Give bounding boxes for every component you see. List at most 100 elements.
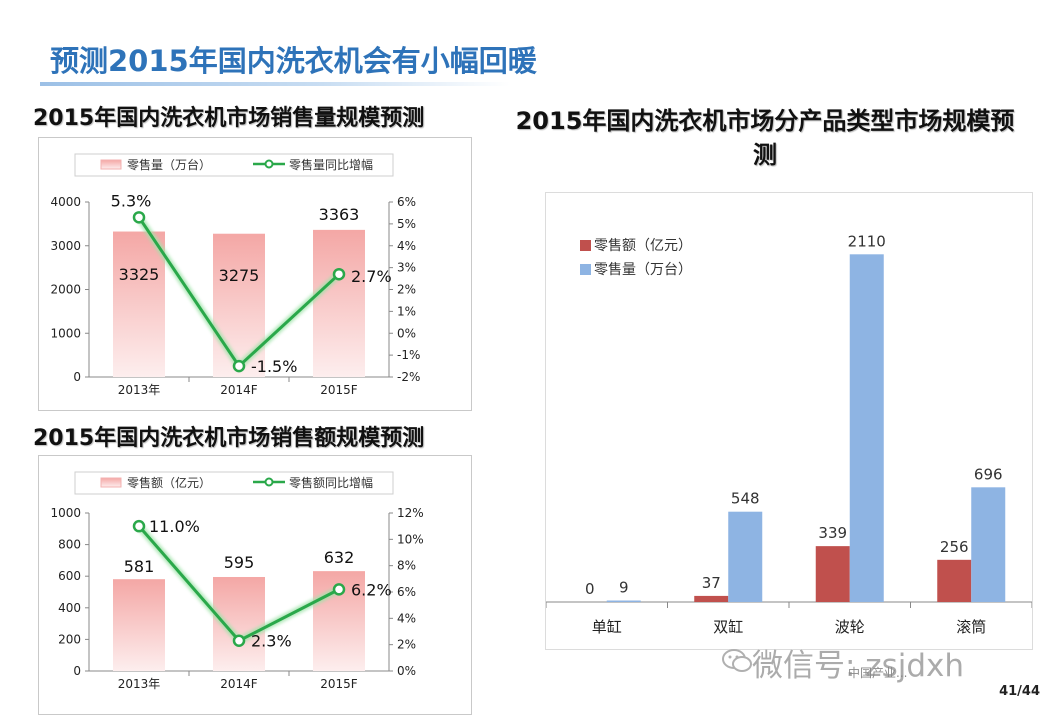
c2-y2tick-label: 2% bbox=[397, 638, 416, 652]
c2-category-label: 2015F bbox=[320, 677, 358, 691]
c1-bar bbox=[213, 233, 265, 377]
c2-y2tick-label: 8% bbox=[397, 559, 416, 573]
c1-growth-point bbox=[232, 359, 246, 373]
volume-chart: 零售量（万台） 零售量同比增幅 0 1000 2000 3000 4000 -2% -1% 0% 1… bbox=[38, 137, 472, 411]
wechat-watermark: 微信号: zsjdxh bbox=[752, 648, 965, 684]
c1-ytick-label: 0 bbox=[73, 370, 81, 384]
c2-growth-label: 2.3% bbox=[251, 632, 292, 651]
c1-growth-point bbox=[332, 267, 346, 281]
c2-bar-label: 632 bbox=[324, 548, 355, 567]
value-chart-title: 2015年国内洗衣机市场销售额规模预测 bbox=[33, 426, 425, 451]
title-underline bbox=[40, 82, 510, 86]
page-number: 41/44 bbox=[999, 684, 1040, 699]
c1-y2tick-label: -2% bbox=[397, 370, 420, 384]
c2-category-label: 2013年 bbox=[118, 677, 161, 691]
c1-growth-label: 5.3% bbox=[111, 191, 152, 210]
c1-y2tick-label: 3% bbox=[397, 261, 416, 275]
c2-legend-box bbox=[74, 471, 394, 495]
c2-legend: 零售额（亿元） 零售额同比增幅 bbox=[74, 471, 394, 495]
c1-growth-label: -1.5% bbox=[251, 357, 297, 376]
c2-category-label: 2014F bbox=[220, 677, 258, 691]
c1-y2tick-label: 1% bbox=[397, 304, 416, 318]
product-type-chart-svg: 零售额（亿元） 零售量（万台） 0 9 单缸 37 548 双缸 339 2110 波轮 256 696… bbox=[545, 232, 1033, 636]
c3-bar-label: 37 bbox=[702, 574, 721, 592]
c1-category-label: 2015F bbox=[320, 383, 358, 397]
c3-category-label: 单缸 bbox=[592, 618, 622, 636]
c3-bar bbox=[937, 559, 972, 602]
c2-y2tick-label: 10% bbox=[397, 532, 424, 546]
c1-y2tick-label: 5% bbox=[397, 217, 416, 231]
page-title: 预测2015年国内洗衣机会有小幅回暖 bbox=[50, 44, 537, 78]
c2-growth-label: 11.0% bbox=[149, 517, 200, 536]
c3-bar-label: 696 bbox=[974, 465, 1003, 483]
c1-category-label: 2013年 bbox=[118, 383, 161, 397]
c1-ytick-label: 3000 bbox=[50, 239, 81, 253]
c3-bar-label: 2110 bbox=[848, 232, 886, 250]
c1-y2tick-label: 4% bbox=[397, 239, 416, 253]
c3-category-label: 滚筒 bbox=[956, 618, 986, 636]
c1-category-label: 2014F bbox=[220, 383, 258, 397]
c1-y2tick-label: 6% bbox=[397, 195, 416, 209]
product-type-chart-title: 2015年国内洗衣机市场分产品类型市场规模预测 bbox=[515, 107, 1015, 169]
c2-ytick-label: 200 bbox=[58, 632, 81, 646]
c1-ytick-label: 2000 bbox=[50, 283, 81, 297]
wechat-icon bbox=[722, 648, 752, 678]
c2-ytick-label: 1000 bbox=[50, 506, 81, 520]
c2-bar-label: 581 bbox=[124, 557, 155, 576]
c1-legend-line-label: 零售量同比增幅 bbox=[289, 157, 373, 172]
c1-legend-line-marker bbox=[264, 159, 274, 169]
source-note: 中国产业... bbox=[848, 666, 908, 680]
c2-y2tick-label: 6% bbox=[397, 585, 416, 599]
c1-y2tick-label: -1% bbox=[397, 348, 420, 362]
c1-bar bbox=[313, 229, 365, 377]
c1-bar-label: 3275 bbox=[219, 266, 260, 285]
c2-growth-point bbox=[132, 519, 146, 533]
c3-category-label: 双缸 bbox=[713, 618, 743, 636]
c3-legend-label: 零售额（亿元） bbox=[594, 238, 692, 254]
c3-bar bbox=[849, 254, 884, 602]
c2-growth-label: 6.2% bbox=[351, 580, 392, 599]
c3-legend-swatch bbox=[580, 264, 591, 275]
c3-bar-label: 548 bbox=[731, 490, 760, 508]
c1-y2tick-label: 2% bbox=[397, 283, 416, 297]
c2-growth-point bbox=[332, 583, 346, 596]
c2-y2tick-label: 0% bbox=[397, 664, 416, 678]
product-type-chart: 零售额（亿元） 零售量（万台） 0 9 单缸 37 548 双缸 339 2110 波轮 256 696… bbox=[545, 192, 1033, 650]
volume-chart-svg: 零售量（万台） 零售量同比增幅 0 1000 2000 3000 4000 -2% -1% 0% 1… bbox=[50, 153, 420, 397]
c2-bar-label: 595 bbox=[224, 553, 255, 572]
value-chart: 零售额（亿元） 零售额同比增幅 0 200 400 600 800 1000 0% 2% 4% 6% 8… bbox=[38, 455, 472, 715]
c2-ytick-label: 600 bbox=[58, 569, 81, 583]
c3-bar-label: 9 bbox=[619, 579, 629, 597]
c2-ytick-label: 0 bbox=[73, 664, 81, 678]
c1-bar-label: 3363 bbox=[319, 205, 360, 224]
c3-category-label: 波轮 bbox=[835, 618, 865, 636]
c1-legend-bar-swatch bbox=[100, 159, 122, 170]
volume-chart-title: 2015年国内洗衣机市场销售量规模预测 bbox=[33, 106, 425, 131]
c1-legend-box bbox=[74, 153, 394, 177]
c3-bar bbox=[728, 511, 763, 602]
c3-bar-label: 256 bbox=[940, 538, 969, 556]
c3-bar bbox=[606, 600, 641, 602]
c3-bar bbox=[815, 546, 850, 602]
c3-bar bbox=[971, 487, 1006, 602]
c3-legend-label: 零售量（万台） bbox=[594, 262, 692, 278]
c1-growth-point bbox=[132, 211, 146, 224]
c2-bar bbox=[113, 579, 165, 671]
c1-bar bbox=[113, 231, 165, 377]
c3-legend-swatch bbox=[580, 240, 591, 251]
c2-legend-bar-label: 零售额（亿元） bbox=[127, 475, 211, 490]
c1-y2tick-label: 0% bbox=[397, 326, 416, 340]
c2-ytick-label: 400 bbox=[58, 601, 81, 615]
c1-legend-bar-label: 零售量（万台） bbox=[127, 157, 211, 172]
c3-bar-label: 0 bbox=[585, 580, 595, 598]
value-chart-svg: 零售额（亿元） 零售额同比增幅 0 200 400 600 800 1000 0% 2% 4% 6% 8… bbox=[50, 471, 424, 691]
c2-ytick-label: 800 bbox=[58, 538, 81, 552]
c2-legend-line-marker bbox=[264, 477, 274, 487]
c1-ytick-label: 4000 bbox=[50, 195, 81, 209]
c3-bar-label: 339 bbox=[818, 524, 847, 542]
c1-bar-label: 3325 bbox=[119, 265, 160, 284]
c1-growth-label: 2.7% bbox=[351, 267, 392, 286]
c1-ytick-label: 1000 bbox=[50, 326, 81, 340]
c2-legend-bar-swatch bbox=[100, 477, 122, 488]
c2-legend-line-label: 零售额同比增幅 bbox=[289, 475, 373, 490]
